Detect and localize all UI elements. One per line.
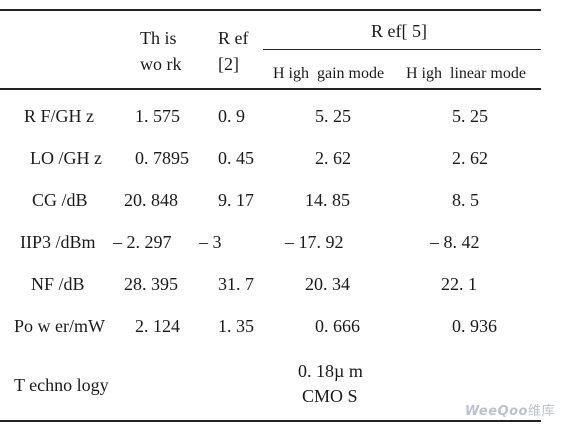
cell-gain-nf: 20. 34 xyxy=(305,274,350,294)
cell-gain-rf: 5. 25 xyxy=(315,106,351,126)
cell-linear-lo: 2. 62 xyxy=(452,148,488,168)
header-bottom-rule xyxy=(0,88,541,90)
cell-this-lo: 0. 7895 xyxy=(135,148,189,168)
cell-linear-rf: 5. 25 xyxy=(452,106,488,126)
cell-ref2-nf: 31. 7 xyxy=(218,274,254,294)
row-label-cg: CG /dB xyxy=(32,190,88,210)
header-ref5: R ef[ 5] xyxy=(371,21,427,41)
cell-linear-power: 0. 936 xyxy=(452,316,497,336)
cell-linear-cg: 8. 5 xyxy=(452,190,479,210)
header-high-linear-mode: H igh linear mode xyxy=(406,65,526,82)
row-label-lo: LO /GH z xyxy=(30,148,102,168)
header-ref2-line2: [2] xyxy=(218,54,239,74)
cell-ref2-rf: 0. 9 xyxy=(218,106,245,126)
row-label-nf: NF /dB xyxy=(31,274,85,294)
cell-this-rf: 1. 575 xyxy=(135,106,180,126)
cell-this-power: 2. 124 xyxy=(135,316,180,336)
cell-linear-iip3: – 8. 42 xyxy=(430,232,480,252)
header-this-work-line1: Th is xyxy=(140,28,177,48)
cell-this-cg: 20. 848 xyxy=(124,190,178,210)
header-this-work-line2: wo rk xyxy=(140,54,182,74)
cell-gain-power: 0. 666 xyxy=(315,316,360,336)
cell-gain-cg: 14. 85 xyxy=(305,190,350,210)
cell-ref2-power: 1. 35 xyxy=(218,316,254,336)
header-high-gain-mode: H igh gain mode xyxy=(273,65,385,82)
cell-ref2-cg: 9. 17 xyxy=(218,190,254,210)
cell-ref2-iip3: – 3 xyxy=(199,232,222,252)
technology-value-line1: 0. 18µ m xyxy=(298,361,363,381)
row-label-rf: R F/GH z xyxy=(24,106,95,126)
header-ref2-line1: R ef xyxy=(218,28,249,48)
cell-linear-nf: 22. 1 xyxy=(441,274,477,294)
watermark-logo: WeeQoo维库 xyxy=(464,404,555,419)
bottom-rule xyxy=(0,420,541,422)
row-label-power: Po w er/mW xyxy=(14,316,105,336)
ref5-underline xyxy=(263,49,541,50)
cell-gain-lo: 2. 62 xyxy=(315,148,351,168)
cell-this-nf: 28. 395 xyxy=(124,274,178,294)
row-label-iip3: IIP3 /dBm xyxy=(20,232,96,252)
top-rule xyxy=(0,9,541,11)
technology-value-line2: CMO S xyxy=(302,386,358,406)
cell-this-iip3: – 2. 297 xyxy=(113,232,172,252)
row-label-technology: T echno logy xyxy=(14,375,109,395)
cell-ref2-lo: 0. 45 xyxy=(218,148,254,168)
cell-gain-iip3: – 17. 92 xyxy=(285,232,344,252)
